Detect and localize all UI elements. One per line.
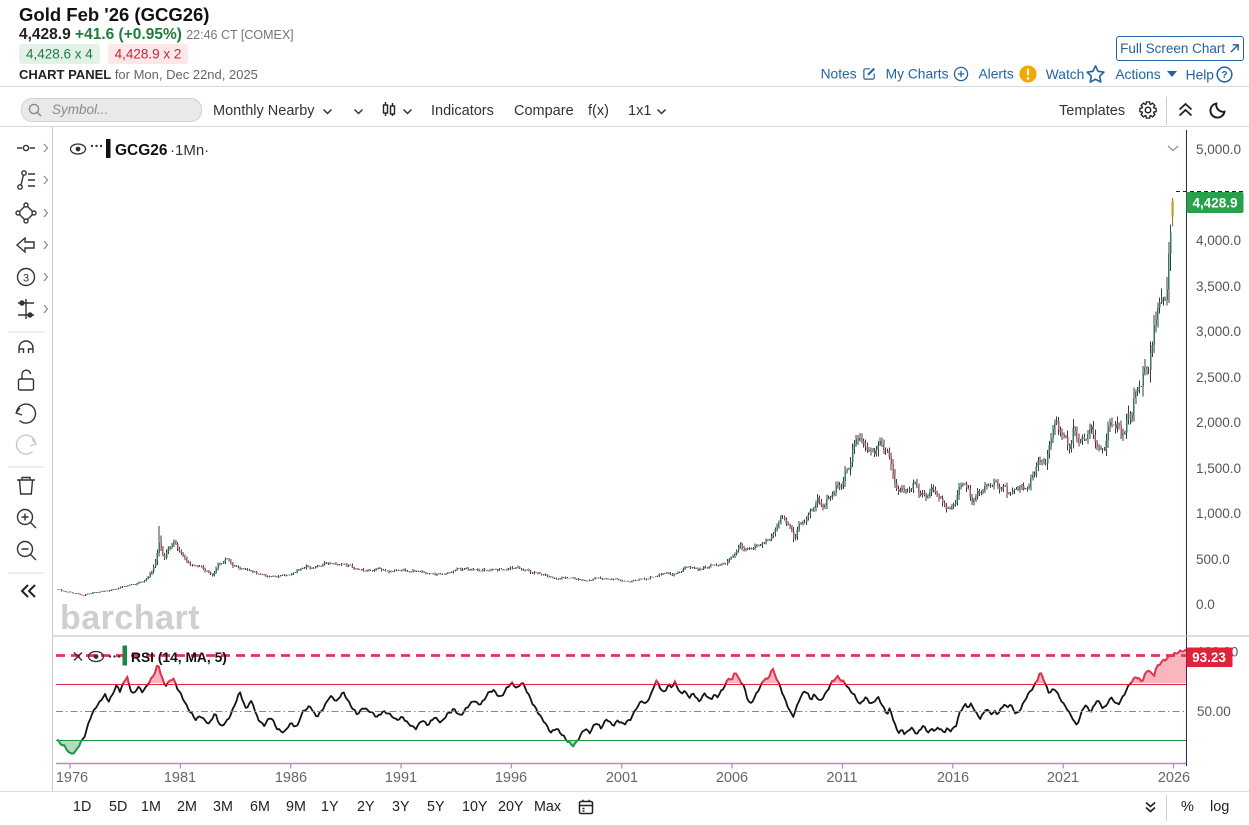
svg-text:·1Mn·: ·1Mn· <box>170 142 209 159</box>
svg-text:1976: 1976 <box>56 770 88 786</box>
svg-text:RSI (14, MA, 5): RSI (14, MA, 5) <box>131 650 227 665</box>
svg-text:2021: 2021 <box>1047 770 1079 786</box>
svg-text:1986: 1986 <box>275 770 307 786</box>
svg-text:GCG26: GCG26 <box>115 142 168 159</box>
svg-text:2011: 2011 <box>826 770 857 786</box>
svg-text:4,000.0: 4,000.0 <box>1196 233 1241 248</box>
svg-text:2,500.0: 2,500.0 <box>1196 370 1241 385</box>
svg-text:50.00: 50.00 <box>1197 704 1231 719</box>
svg-text:barchart: barchart <box>60 599 200 637</box>
svg-text:3,500.0: 3,500.0 <box>1196 279 1241 294</box>
svg-text:3,000.0: 3,000.0 <box>1196 324 1241 339</box>
svg-text:2,000.0: 2,000.0 <box>1196 415 1241 430</box>
svg-text:1,000.0: 1,000.0 <box>1196 506 1241 521</box>
svg-text:500.0: 500.0 <box>1196 552 1230 567</box>
svg-text:5,000.0: 5,000.0 <box>1196 142 1241 157</box>
svg-text:1991: 1991 <box>385 770 417 786</box>
svg-text:1,500.0: 1,500.0 <box>1196 461 1241 476</box>
svg-text:2016: 2016 <box>937 770 969 786</box>
svg-text:93.23: 93.23 <box>1192 650 1226 665</box>
svg-text:?: ? <box>1221 70 1227 81</box>
svg-text:2026: 2026 <box>1158 770 1190 786</box>
svg-text:1981: 1981 <box>164 770 196 786</box>
svg-text:1996: 1996 <box>495 770 527 786</box>
svg-text:2006: 2006 <box>716 770 748 786</box>
svg-text:4,428.9: 4,428.9 <box>1192 196 1237 211</box>
svg-text:2001: 2001 <box>606 770 638 786</box>
svg-text:3: 3 <box>23 273 29 285</box>
svg-text:0.0: 0.0 <box>1196 597 1215 612</box>
